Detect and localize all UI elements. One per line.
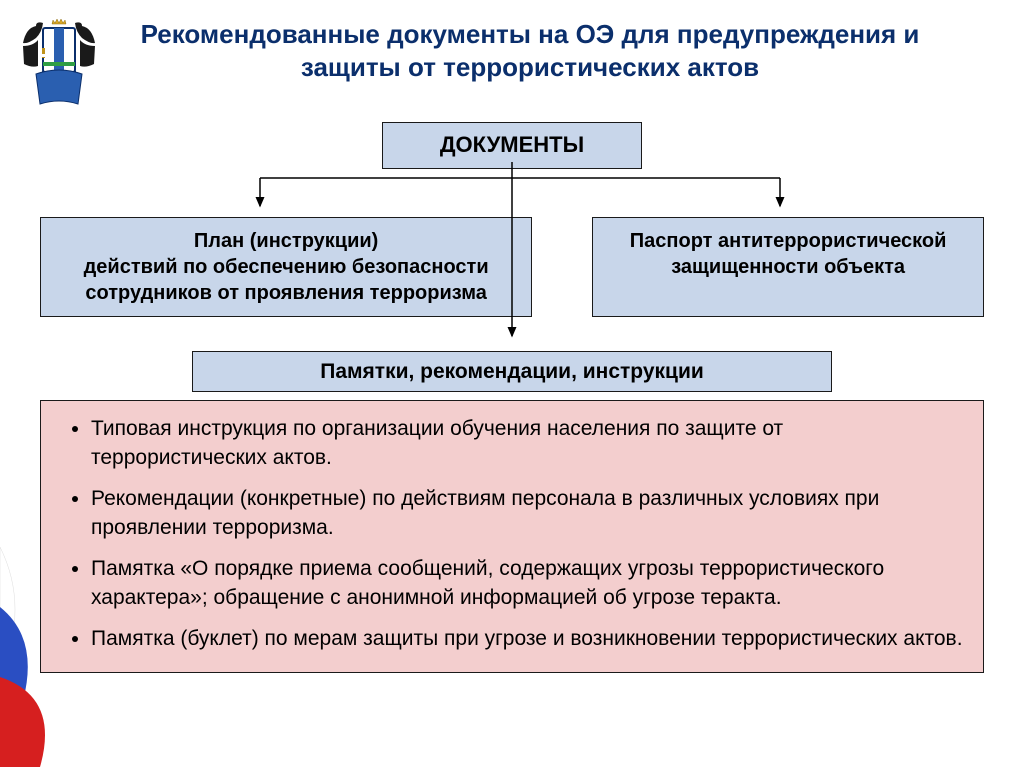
mid-node: Памятки, рекомендации, инструкции bbox=[192, 351, 832, 392]
list-item: Рекомендации (конкретные) по действиям п… bbox=[91, 485, 963, 543]
page-title: Рекомендованные документы на ОЭ для пред… bbox=[116, 18, 984, 83]
left-node: План (инструкции)действий по обеспечению… bbox=[40, 217, 532, 317]
list-panel: Типовая инструкция по организации обучен… bbox=[40, 400, 984, 673]
right-node: Паспорт антитеррористической защищенност… bbox=[592, 217, 984, 317]
list-item: Типовая инструкция по организации обучен… bbox=[91, 415, 963, 473]
diagram-container: ДОКУМЕНТЫ План (инструкции)действий по о… bbox=[40, 122, 984, 673]
list-item: Памятка «О порядке приема сообщений, сод… bbox=[91, 555, 963, 613]
region-emblem bbox=[18, 18, 100, 108]
list-item: Памятка (буклет) по мерам защиты при угр… bbox=[91, 625, 963, 654]
root-node: ДОКУМЕНТЫ bbox=[382, 122, 642, 169]
recommendations-list: Типовая инструкция по организации обучен… bbox=[61, 415, 963, 654]
